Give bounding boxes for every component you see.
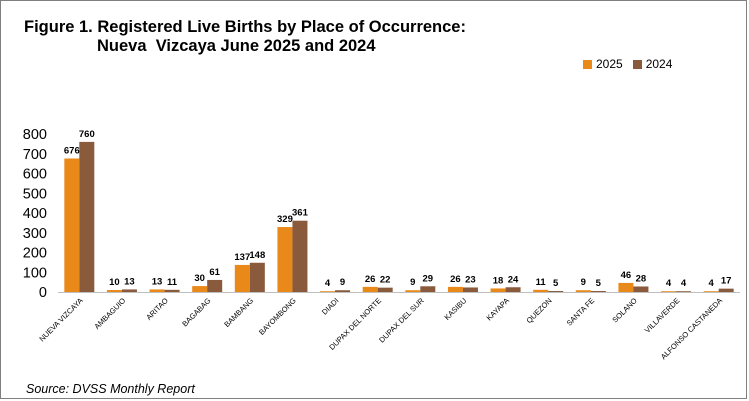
bar-2024 (633, 286, 649, 292)
legend-swatch-2025 (583, 59, 592, 69)
legend-label-2024: 2024 (645, 57, 673, 71)
y-tick-label: 800 (23, 127, 47, 143)
bar-2025 (320, 291, 336, 293)
data-label-2025: 13 (152, 276, 163, 287)
bar-2024 (718, 288, 734, 292)
x-category-label: QUEZON (525, 296, 554, 325)
data-label-2025: 46 (621, 270, 632, 281)
bar-2025 (703, 291, 719, 293)
data-label-2025: 26 (450, 274, 461, 285)
bar-2024 (249, 262, 265, 292)
source-note: Source: DVSS Monthly Report (26, 382, 195, 396)
data-label-2025: 10 (109, 277, 120, 288)
bar-2025 (277, 227, 293, 292)
x-category-label: KAYAPA (485, 296, 511, 322)
y-tick-label: 600 (23, 167, 47, 183)
x-category-label: BAMBANG (222, 296, 255, 329)
data-label-2025: 4 (325, 278, 331, 289)
data-label-2024: 5 (596, 278, 602, 289)
chart-subtitle: Nueva Vizcaya June 2025 and 2024 (97, 37, 376, 55)
data-label-2025: 137 (234, 252, 250, 263)
x-category-label: VILLAVERDE (643, 296, 682, 335)
bar-2025 (234, 264, 250, 292)
data-label-2025: 11 (536, 277, 547, 288)
x-category-label: BAGABAG (180, 296, 212, 328)
bar-2024 (420, 286, 436, 292)
data-label-2024: 23 (465, 274, 476, 285)
bar-2024 (207, 279, 223, 292)
data-label-2024: 9 (340, 277, 345, 288)
data-label-2025: 329 (277, 214, 293, 225)
data-label-2024: 760 (79, 129, 95, 140)
data-label-2024: 11 (167, 277, 178, 288)
x-category-label: KASIBU (443, 296, 469, 322)
y-tick-label: 0 (39, 285, 47, 301)
data-label-2024: 22 (380, 275, 391, 286)
bar-2025 (192, 286, 208, 292)
chart-title: Figure 1. Registered Live Births by Plac… (24, 18, 466, 36)
x-category-label: SOLANO (610, 296, 639, 325)
data-label-2025: 9 (410, 277, 415, 288)
y-tick-label: 500 (23, 186, 47, 202)
bar-2025 (618, 282, 634, 292)
bar-2024 (335, 290, 351, 292)
bar-2024 (121, 289, 137, 292)
bar-2024 (462, 287, 478, 292)
bar-2024 (676, 291, 692, 293)
x-category-label: DIADI (320, 296, 341, 317)
x-category-label: AMBAGUIO (92, 296, 127, 331)
bar-2025 (490, 288, 506, 292)
data-label-2024: 4 (681, 278, 687, 289)
data-label-2025: 9 (581, 277, 586, 288)
legend-item-2024: 2024 (632, 57, 673, 71)
data-label-2024: 148 (249, 250, 265, 261)
data-label-2025: 18 (493, 275, 504, 286)
bar-2024 (164, 289, 180, 292)
legend-label-2025: 2025 (596, 57, 623, 71)
data-label-2025: 4 (666, 278, 672, 289)
data-label-2025: 26 (365, 274, 376, 285)
y-tick-label: 300 (23, 226, 47, 242)
data-label-2024: 28 (636, 273, 647, 284)
bar-2025 (64, 158, 80, 292)
bar-2024 (377, 287, 393, 292)
bar-2025 (405, 290, 421, 292)
bar-2025 (533, 289, 549, 292)
bar-2025 (661, 291, 677, 293)
legend: 2025 2024 (583, 57, 682, 71)
legend-swatch-2024 (632, 59, 642, 69)
y-tick-label: 100 (23, 265, 47, 281)
data-label-2024: 24 (508, 274, 519, 285)
x-category-label: NUEVA VIZCAYA (37, 296, 84, 343)
legend-item-2025: 2025 (583, 57, 623, 71)
data-label-2024: 13 (124, 276, 135, 287)
x-category-label: ARITAO (144, 296, 170, 322)
bar-2025 (575, 290, 591, 292)
data-label-2025: 4 (709, 278, 715, 289)
data-label-2024: 17 (721, 276, 732, 287)
x-category-label: SANTA FE (565, 296, 597, 328)
bar-2024 (590, 291, 606, 292)
bar-2024 (79, 141, 95, 292)
bar-2025 (362, 286, 378, 292)
bar-2025 (149, 289, 165, 292)
data-label-2024: 361 (292, 208, 309, 219)
data-label-2025: 676 (64, 145, 80, 156)
x-category-label: DUPAX DEL SUR (377, 296, 426, 345)
bar-2025 (106, 290, 122, 292)
bar-2025 (447, 286, 463, 292)
data-label-2024: 29 (423, 273, 434, 284)
bar-2024 (292, 220, 308, 292)
bar-2024 (548, 291, 564, 292)
data-label-2024: 61 (209, 267, 220, 278)
y-tick-label: 400 (23, 206, 47, 222)
data-label-2025: 30 (194, 273, 205, 284)
data-label-2024: 5 (553, 278, 559, 289)
bar-2024 (505, 287, 521, 292)
x-category-label: BAYOMBONG (257, 296, 298, 337)
y-tick-label: 700 (23, 147, 47, 163)
y-tick-label: 200 (23, 246, 47, 262)
